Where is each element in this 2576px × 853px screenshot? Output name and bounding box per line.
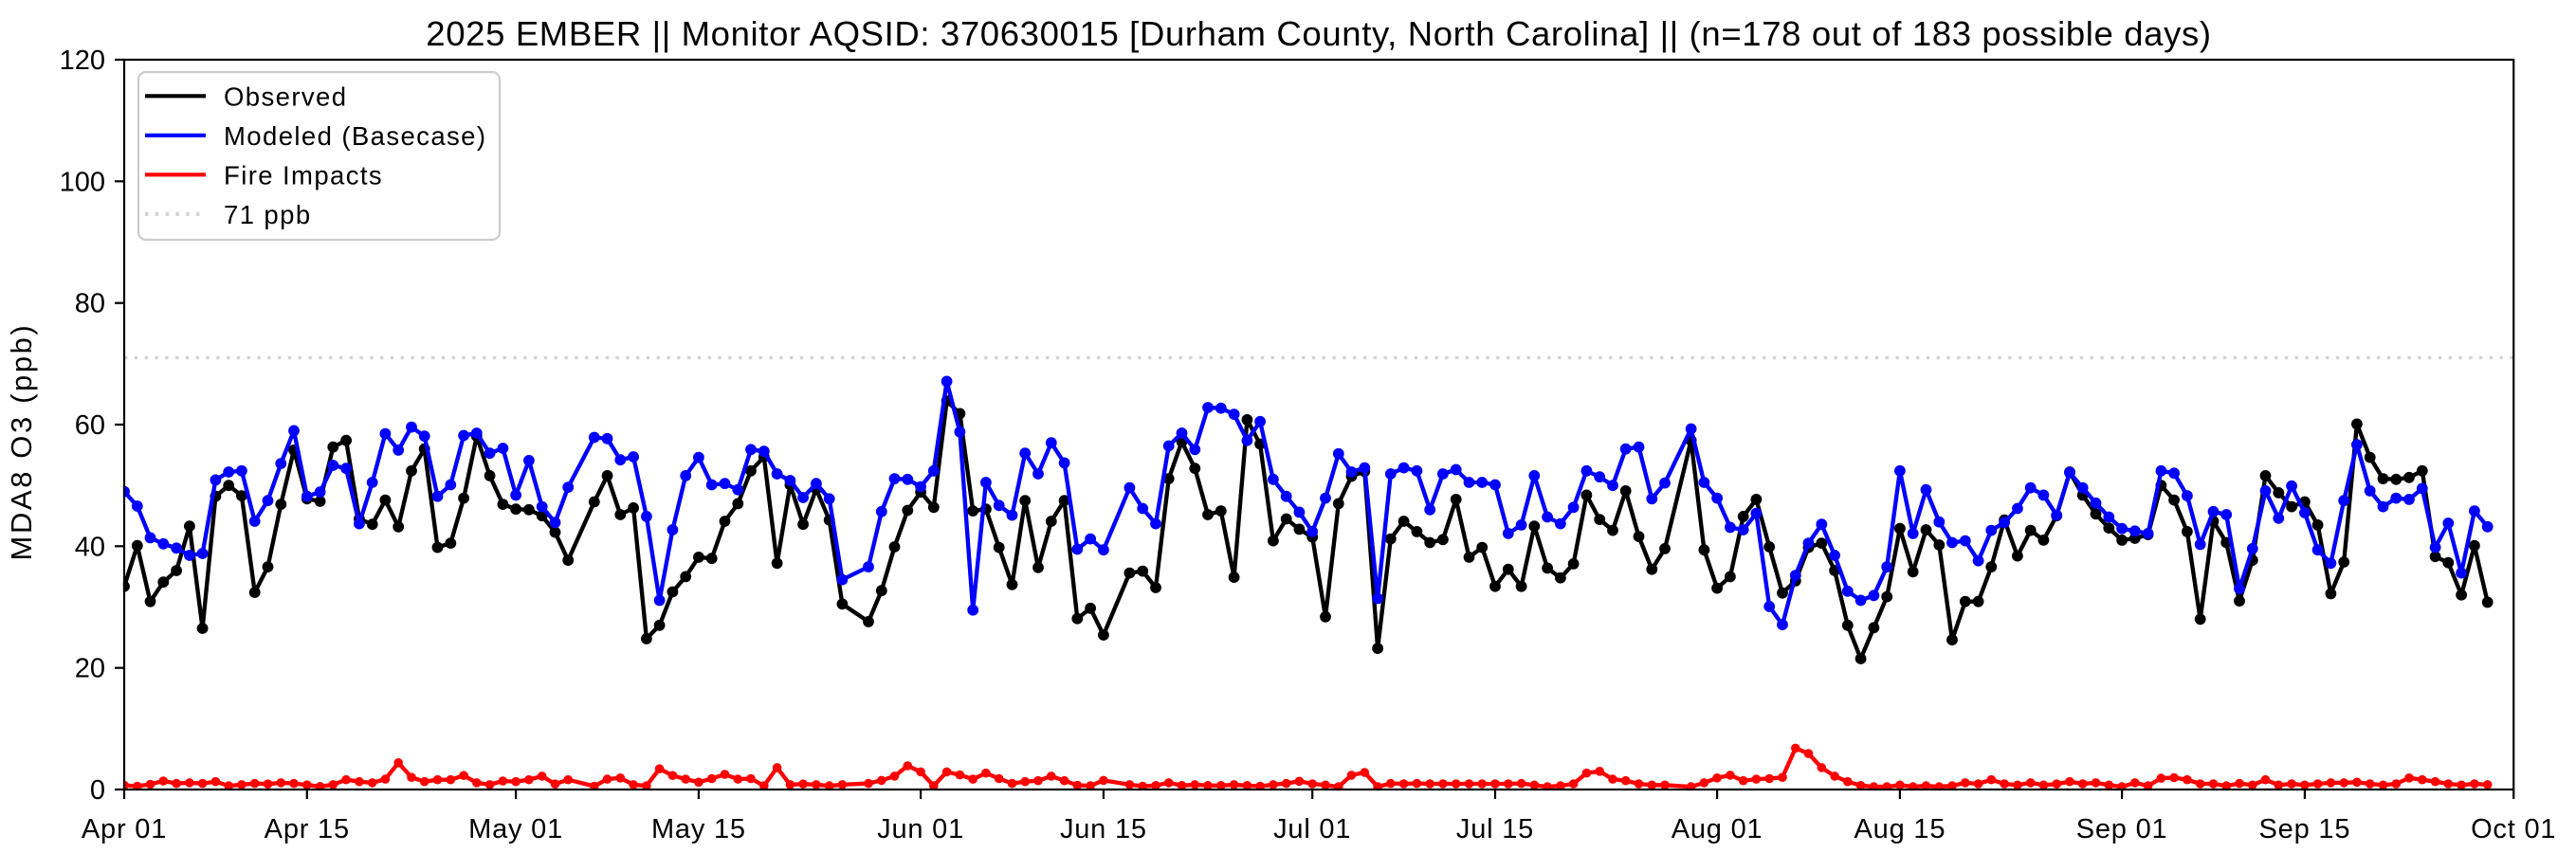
svg-text:60: 60 bbox=[75, 410, 105, 441]
svg-text:Fire Impacts: Fire Impacts bbox=[224, 160, 383, 190]
svg-text:Oct 01: Oct 01 bbox=[2471, 814, 2556, 844]
svg-text:Observed: Observed bbox=[224, 82, 347, 111]
svg-text:120: 120 bbox=[60, 45, 105, 76]
svg-text:0: 0 bbox=[90, 775, 105, 806]
svg-text:MDA8 O3 (ppb): MDA8 O3 (ppb) bbox=[5, 323, 38, 561]
svg-text:Jun 01: Jun 01 bbox=[877, 814, 964, 844]
svg-text:Jul 01: Jul 01 bbox=[1273, 814, 1351, 844]
svg-text:80: 80 bbox=[75, 289, 105, 319]
svg-text:Sep 01: Sep 01 bbox=[2076, 814, 2168, 844]
svg-text:71 ppb: 71 ppb bbox=[224, 200, 312, 229]
svg-text:May 01: May 01 bbox=[468, 814, 563, 844]
svg-text:20: 20 bbox=[75, 654, 105, 684]
svg-text:Apr 15: Apr 15 bbox=[265, 814, 350, 844]
svg-text:Jul 15: Jul 15 bbox=[1456, 814, 1534, 844]
svg-text:100: 100 bbox=[60, 167, 105, 197]
svg-text:Sep 15: Sep 15 bbox=[2259, 814, 2351, 844]
svg-text:Jun 15: Jun 15 bbox=[1060, 814, 1147, 844]
svg-text:Aug 01: Aug 01 bbox=[1672, 814, 1763, 844]
svg-text:Aug 15: Aug 15 bbox=[1854, 814, 1946, 844]
svg-text:Modeled (Basecase): Modeled (Basecase) bbox=[224, 121, 486, 151]
svg-text:40: 40 bbox=[75, 532, 105, 562]
svg-text:May 15: May 15 bbox=[651, 814, 746, 844]
svg-text:2025 EMBER || Monitor AQSID: 3: 2025 EMBER || Monitor AQSID: 370630015 [… bbox=[426, 14, 2211, 53]
svg-text:Apr 01: Apr 01 bbox=[82, 814, 167, 844]
